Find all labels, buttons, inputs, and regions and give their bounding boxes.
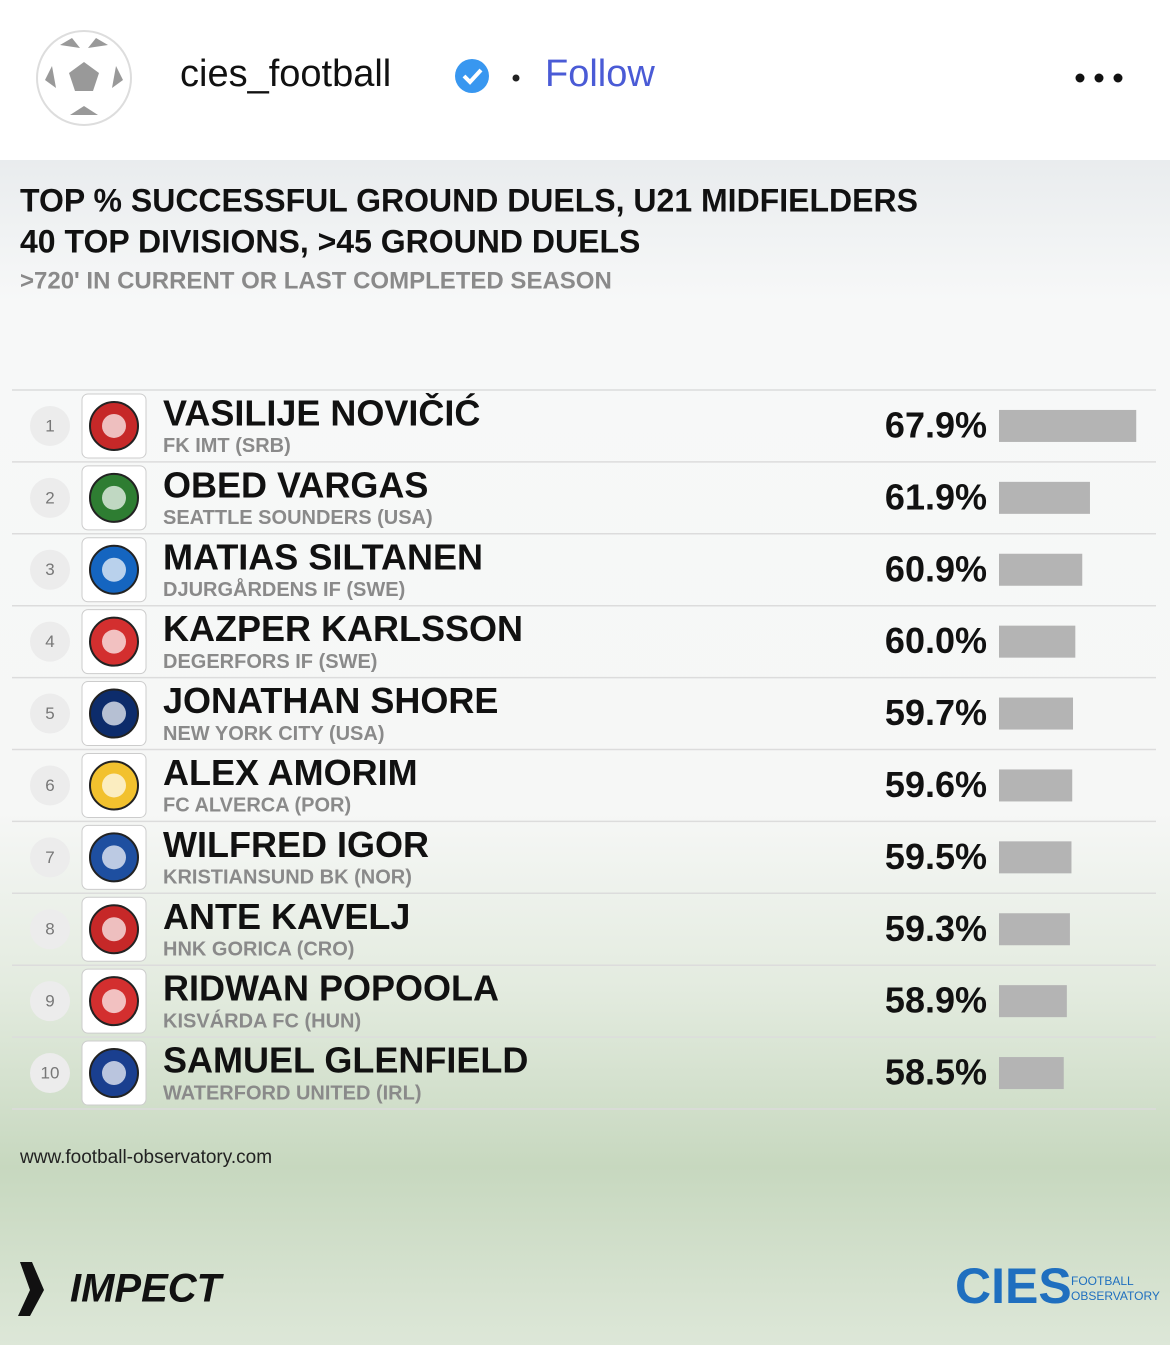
cies-caption: FOOTBALL	[1071, 1274, 1134, 1288]
player-name: JONATHAN SHORE	[163, 680, 498, 721]
value-label: 60.9%	[885, 548, 987, 589]
header-bg	[0, 0, 1170, 160]
rank: 6	[45, 776, 54, 795]
value-label: 59.7%	[885, 692, 987, 733]
player-name: ANTE KAVELJ	[163, 896, 410, 937]
club-name: HNK GORICA (CRO)	[163, 939, 354, 961]
club-logo-inner	[102, 485, 126, 510]
bar	[999, 841, 1072, 874]
player-name: VASILIJE NOVIČIĆ	[163, 391, 480, 433]
rank-badge	[30, 621, 70, 662]
bar	[999, 769, 1073, 802]
rank: 7	[45, 848, 54, 867]
value-label: 67.9%	[885, 404, 987, 445]
rank-badge	[30, 405, 70, 446]
rank-badge	[30, 477, 70, 518]
rank-badge	[30, 909, 70, 950]
club-name: DEGERFORS IF (SWE)	[163, 651, 377, 673]
chart-note: >720' IN CURRENT OR LAST COMPLETED SEASO…	[20, 267, 612, 294]
rank-badge	[30, 549, 70, 590]
rank-badge	[30, 981, 70, 1022]
value-label: 59.6%	[885, 764, 987, 805]
club-logo-inner	[102, 1061, 126, 1086]
value-label: 59.5%	[885, 836, 987, 877]
sponsor-logo: IMPECT	[70, 1267, 225, 1311]
cies-logo: CIES	[955, 1258, 1072, 1314]
source-url: www.football-observatory.com	[19, 1147, 272, 1168]
chart-title: TOP % SUCCESSFUL GROUND DUELS, U21 MIDFI…	[20, 182, 918, 218]
club-name: DJURGÅRDENS IF (SWE)	[163, 577, 405, 601]
value-label: 58.9%	[885, 980, 987, 1021]
value-label: 60.0%	[885, 620, 987, 661]
rank: 9	[45, 992, 54, 1011]
separator-dot	[512, 74, 520, 82]
rank: 5	[45, 704, 54, 723]
club-name: FK IMT (SRB)	[163, 435, 291, 457]
club-logo-inner	[102, 989, 126, 1014]
bar	[999, 625, 1076, 658]
player-name: ALEX AMORIM	[163, 752, 418, 793]
rank-badge	[30, 765, 70, 806]
follow-button[interactable]: Follow	[545, 53, 655, 95]
rank: 2	[45, 488, 54, 507]
verified-badge	[455, 59, 489, 93]
bar	[999, 1057, 1064, 1090]
infographic-bg	[0, 160, 1170, 1345]
club-logo-inner	[102, 773, 126, 798]
rank: 1	[45, 416, 54, 435]
bar	[999, 553, 1083, 586]
player-name: MATIAS SILTANEN	[163, 536, 483, 577]
club-name: WATERFORD UNITED (IRL)	[163, 1082, 422, 1104]
player-name: RIDWAN POPOOLA	[163, 968, 499, 1009]
value-label: 61.9%	[885, 476, 987, 517]
rank-badge	[30, 837, 70, 878]
bar	[999, 913, 1070, 946]
chart-subtitle: 40 TOP DIVISIONS, >45 GROUND DUELS	[20, 223, 640, 259]
club-logo-inner	[102, 413, 126, 438]
username[interactable]: cies_football	[180, 53, 391, 95]
value-label: 59.3%	[885, 908, 987, 949]
bar	[999, 409, 1137, 442]
rank-badge	[30, 693, 70, 734]
club-logo-inner	[102, 701, 126, 726]
bar	[999, 481, 1090, 514]
player-name: SAMUEL GLENFIELD	[163, 1040, 528, 1081]
club-logo-inner	[102, 557, 126, 582]
club-name: NEW YORK CITY (USA)	[163, 723, 385, 745]
rank: 8	[45, 920, 54, 939]
bar	[999, 697, 1074, 730]
club-name: SEATTLE SOUNDERS (USA)	[163, 507, 433, 529]
player-name: KAZPER KARLSSON	[163, 608, 523, 649]
club-logo-inner	[102, 917, 126, 942]
more-menu[interactable]	[1075, 73, 1123, 83]
cies-caption: OBSERVATORY	[1071, 1289, 1160, 1303]
club-name: KISVÁRDA FC (HUN)	[163, 1009, 361, 1032]
rank: 4	[45, 632, 54, 651]
avatar[interactable]	[36, 30, 132, 126]
rank: 10	[41, 1064, 60, 1083]
bar	[999, 985, 1067, 1018]
player-name: WILFRED IGOR	[163, 824, 429, 865]
sponsor-mark	[18, 1262, 44, 1316]
club-name: FC ALVERCA (POR)	[163, 795, 351, 817]
club-logo-inner	[102, 629, 126, 654]
club-name: KRISTIANSUND BK (NOR)	[163, 867, 412, 889]
player-name: OBED VARGAS	[163, 464, 428, 505]
club-logo-inner	[102, 845, 126, 870]
rank-badge	[30, 1053, 70, 1094]
value-label: 58.5%	[885, 1052, 987, 1093]
rank: 3	[45, 560, 54, 579]
